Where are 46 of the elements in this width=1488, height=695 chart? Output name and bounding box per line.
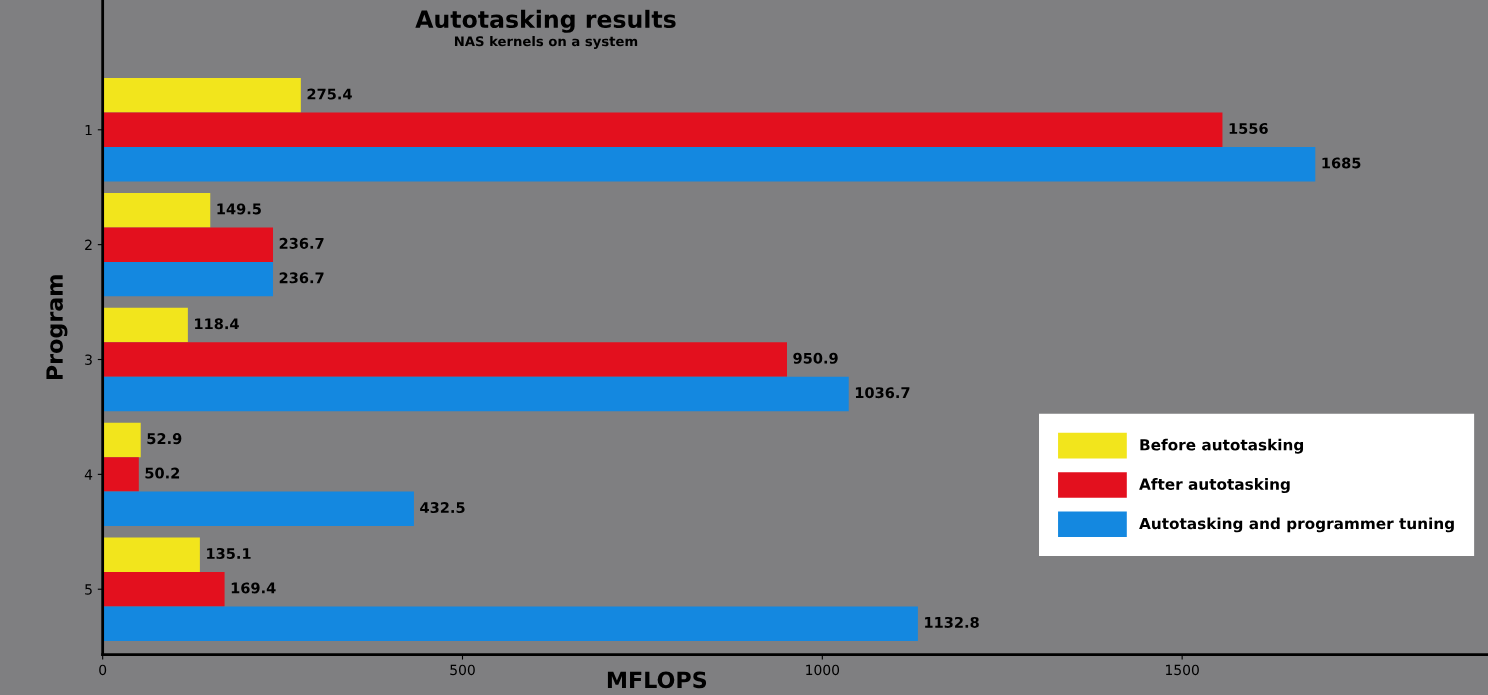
data-label: 236.7 xyxy=(279,272,324,284)
data-label: 52.9 xyxy=(147,433,182,445)
data-label: 1685 xyxy=(1322,157,1361,169)
bar xyxy=(102,78,301,113)
data-label: 149.5 xyxy=(217,203,261,215)
data-label: 1132.8 xyxy=(925,616,979,628)
y-tick-label: 1 xyxy=(85,124,92,136)
y-axis-title: Program xyxy=(46,275,68,380)
x-axis-title: MFLOPS xyxy=(607,671,707,689)
bar xyxy=(102,457,139,492)
y-tick-label: 3 xyxy=(85,354,92,365)
bar xyxy=(102,261,274,297)
y-tick-label: 5 xyxy=(85,584,92,595)
bar xyxy=(102,112,1223,148)
y-tick-label: 2 xyxy=(85,239,92,250)
bar xyxy=(102,376,849,412)
data-label: 1036.7 xyxy=(855,387,910,399)
legend-label: Before autotasking xyxy=(1140,438,1304,454)
bar xyxy=(102,342,787,377)
bar xyxy=(102,606,918,641)
bar xyxy=(102,227,274,262)
legend-label: After autotasking xyxy=(1139,478,1290,493)
legend-label: Autotasking and programmer tuning xyxy=(1139,517,1454,533)
data-label: 236.7 xyxy=(279,237,324,249)
x-tick-label: 1500 xyxy=(1166,664,1199,676)
y-tick-label: 4 xyxy=(84,469,93,480)
x-tick-label: 500 xyxy=(450,664,475,676)
data-label: 950.9 xyxy=(793,352,838,364)
bar xyxy=(102,307,188,343)
bar xyxy=(102,491,414,527)
bar xyxy=(102,571,225,607)
bar xyxy=(102,422,141,458)
bar xyxy=(102,537,200,572)
data-label: 169.4 xyxy=(231,582,276,594)
data-label: 1556 xyxy=(1229,123,1268,135)
data-label: 118.4 xyxy=(195,318,239,330)
data-label: 275.4 xyxy=(307,88,352,100)
x-tick-label: 1000 xyxy=(806,664,840,676)
chart-title: Autotasking results xyxy=(415,9,676,33)
data-label: 432.5 xyxy=(420,502,465,514)
bar xyxy=(102,147,1316,182)
text: NAS kernels on a system xyxy=(454,36,638,49)
x-tick-label: 0 xyxy=(99,664,107,676)
data-label: 135.1 xyxy=(207,547,251,559)
bar xyxy=(102,192,211,228)
data-label: 50.2 xyxy=(145,467,180,479)
